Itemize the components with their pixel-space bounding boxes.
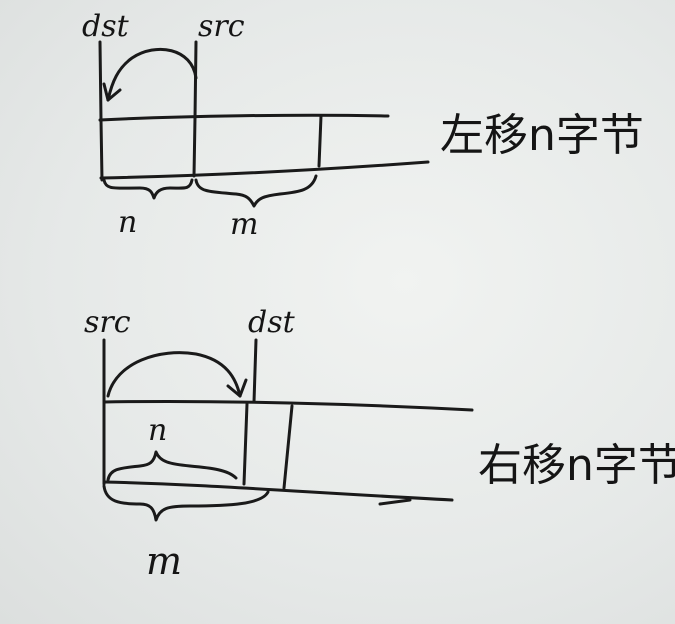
bottom-dst-label: dst [248, 305, 296, 340]
top-src-label: src [198, 9, 245, 44]
top-src-pointer-line [193, 40, 198, 120]
bottom-band-mid-edge [242, 402, 249, 486]
top-band-top-line [98, 113, 390, 122]
bottom-band-top-line [102, 399, 474, 412]
top-band-left-edge [99, 118, 104, 182]
top-dst-pointer-line [98, 40, 103, 122]
top-band-end-edge [317, 114, 323, 168]
bottom-m-label: m [146, 539, 182, 583]
top-n-brace [102, 178, 194, 200]
bottom-move-arrowhead [226, 378, 248, 398]
top-move-arrowhead [102, 82, 122, 102]
bottom-caption: 右移n字节 [478, 440, 675, 491]
top-band-bottom-line [99, 160, 430, 180]
top-caption: 左移n字节 [440, 110, 644, 161]
top-dst-label: dst [82, 9, 130, 44]
top-move-arrow [106, 47, 198, 102]
top-n-label: n [118, 205, 137, 240]
bottom-move-arrow [106, 351, 242, 398]
diagram-left-shift: dst src n m 左移n字节 [82, 9, 644, 242]
top-m-brace [194, 174, 318, 208]
bottom-band-tail-mark [378, 498, 412, 506]
bottom-n-label: n [148, 413, 167, 448]
diagram-right-shift: src dst n m 右移n字节 [84, 305, 675, 583]
top-band-src-edge [192, 116, 197, 178]
bottom-m-brace [102, 484, 270, 522]
bottom-band-bottom-line [102, 480, 454, 502]
top-m-label: m [230, 207, 258, 242]
bottom-dst-pointer-line [252, 338, 258, 404]
bottom-band-end-edge [282, 404, 294, 490]
bottom-src-label: src [84, 305, 131, 340]
bottom-n-brace [106, 450, 238, 482]
